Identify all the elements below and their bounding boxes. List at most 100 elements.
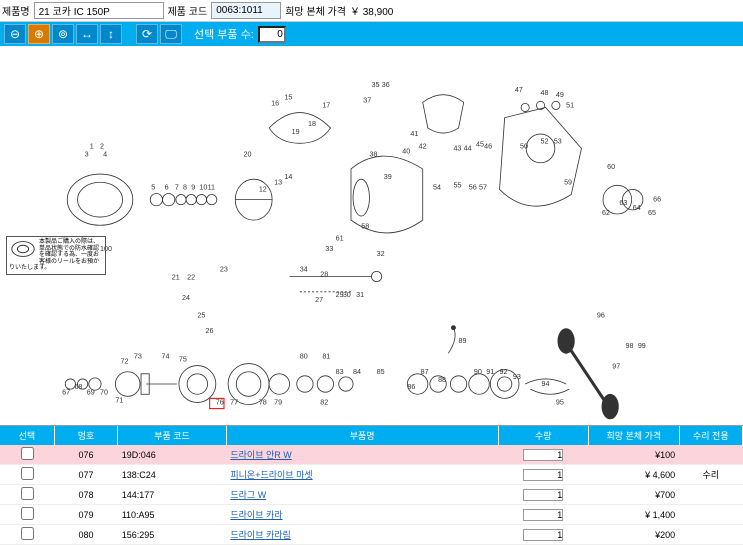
callout-80[interactable]: 80 xyxy=(300,352,308,360)
table-row[interactable]: 07619D:046드라이브 안R W¥100 xyxy=(0,445,743,465)
callout-6[interactable]: 6 xyxy=(165,183,169,191)
callout-24[interactable]: 24 xyxy=(182,294,190,302)
table-row[interactable]: 078144:177드라그 W¥700 xyxy=(0,485,743,505)
callout-25[interactable]: 25 xyxy=(197,311,205,319)
callout-8[interactable]: 8 xyxy=(183,183,187,191)
callout-97[interactable]: 97 xyxy=(612,363,620,371)
callout-76[interactable]: 76 xyxy=(216,399,224,407)
callout-37[interactable]: 37 xyxy=(363,96,371,104)
row-checkbox[interactable] xyxy=(21,507,34,520)
callout-54[interactable]: 54 xyxy=(433,183,441,191)
callout-22[interactable]: 22 xyxy=(187,274,195,282)
callout-49[interactable]: 49 xyxy=(556,91,564,99)
callout-48[interactable]: 48 xyxy=(541,89,549,97)
callout-62[interactable]: 62 xyxy=(602,209,610,217)
callout-63[interactable]: 63 xyxy=(619,199,627,207)
callout-72[interactable]: 72 xyxy=(121,358,129,366)
callout-14[interactable]: 14 xyxy=(284,173,292,181)
callout-73[interactable]: 73 xyxy=(134,352,142,360)
callout-56[interactable]: 56 xyxy=(469,183,477,191)
row-qty-input[interactable] xyxy=(523,529,563,541)
callout-84[interactable]: 84 xyxy=(353,368,361,376)
callout-34[interactable]: 34 xyxy=(300,265,308,273)
selected-count-input[interactable] xyxy=(258,26,286,43)
callout-19[interactable]: 19 xyxy=(292,128,300,136)
callout-98[interactable]: 98 xyxy=(626,342,634,350)
callout-26[interactable]: 26 xyxy=(206,327,214,335)
callout-93[interactable]: 93 xyxy=(513,373,521,381)
callout-15[interactable]: 15 xyxy=(284,93,292,101)
callout-88[interactable]: 88 xyxy=(438,376,446,384)
callout-77[interactable]: 77 xyxy=(230,399,238,407)
callout-17[interactable]: 17 xyxy=(322,101,330,109)
callout-82[interactable]: 82 xyxy=(320,399,328,407)
callout-16[interactable]: 16 xyxy=(271,99,279,107)
zoom-reset-icon[interactable]: ⊚ xyxy=(52,24,74,44)
callout-28[interactable]: 28 xyxy=(320,270,328,278)
callout-51[interactable]: 51 xyxy=(566,101,574,109)
product-code-input[interactable] xyxy=(211,2,281,19)
row-name-link[interactable]: 드라그 W xyxy=(230,490,266,500)
callout-71[interactable]: 71 xyxy=(115,396,123,404)
callout-32[interactable]: 32 xyxy=(377,250,385,258)
callout-23[interactable]: 23 xyxy=(220,265,228,273)
callout-53[interactable]: 53 xyxy=(554,137,562,145)
callout-18[interactable]: 18 xyxy=(308,120,316,128)
callout-30[interactable]: 30 xyxy=(343,291,351,299)
table-row[interactable]: 077138:C24피니온+드라이브 마셋¥ 4,600수리 xyxy=(0,465,743,485)
callout-99[interactable]: 99 xyxy=(638,342,646,350)
callout-91[interactable]: 91 xyxy=(486,368,494,376)
exploded-diagram[interactable]: 1234567891011121314151617181920212223242… xyxy=(0,46,743,426)
callout-64[interactable]: 64 xyxy=(633,204,641,212)
callout-86[interactable]: 86 xyxy=(407,383,415,391)
callout-95[interactable]: 95 xyxy=(556,399,564,407)
callout-60[interactable]: 60 xyxy=(607,163,615,171)
callout-13[interactable]: 13 xyxy=(274,178,282,186)
callout-87[interactable]: 87 xyxy=(421,368,429,376)
callout-11[interactable]: 11 xyxy=(208,183,215,191)
callout-31[interactable]: 31 xyxy=(356,291,364,299)
callout-45[interactable]: 45 xyxy=(476,140,484,148)
callout-52[interactable]: 52 xyxy=(541,137,549,145)
callout-50[interactable]: 50 xyxy=(520,142,528,150)
row-name-link[interactable]: 드라이브 카라림 xyxy=(230,530,290,540)
callout-78[interactable]: 78 xyxy=(259,399,267,407)
callout-46[interactable]: 46 xyxy=(484,142,492,150)
callout-61[interactable]: 61 xyxy=(336,235,344,243)
fit-height-icon[interactable]: ↕ xyxy=(100,24,122,44)
callout-68[interactable]: 68 xyxy=(74,383,82,391)
callout-79[interactable]: 79 xyxy=(274,399,282,407)
callout-65[interactable]: 65 xyxy=(648,209,656,217)
callout-39[interactable]: 39 xyxy=(384,173,392,181)
callout-12[interactable]: 12 xyxy=(259,185,267,193)
callout-1[interactable]: 1 xyxy=(90,142,94,150)
table-row[interactable]: 080156:295드라이브 카라림¥200 xyxy=(0,525,743,545)
row-checkbox[interactable] xyxy=(21,447,34,460)
callout-20[interactable]: 20 xyxy=(243,151,251,159)
row-checkbox[interactable] xyxy=(21,487,34,500)
row-qty-input[interactable] xyxy=(523,489,563,501)
callout-67[interactable]: 67 xyxy=(62,388,70,396)
fit-width-icon[interactable]: ↔ xyxy=(76,24,98,44)
callout-43[interactable]: 43 xyxy=(453,144,461,152)
callout-10[interactable]: 10 xyxy=(199,183,207,191)
callout-69[interactable]: 69 xyxy=(87,388,95,396)
callout-96[interactable]: 96 xyxy=(597,311,605,319)
callout-41[interactable]: 41 xyxy=(410,130,418,138)
callout-94[interactable]: 94 xyxy=(542,380,550,388)
callout-90[interactable]: 90 xyxy=(474,368,482,376)
row-name-link[interactable]: 드라이브 카라 xyxy=(230,510,282,520)
callout-36[interactable]: 36 xyxy=(382,81,390,89)
row-name-link[interactable]: 피니온+드라이브 마셋 xyxy=(230,470,312,480)
callout-27[interactable]: 27 xyxy=(315,296,323,304)
screen-icon[interactable]: 🖵 xyxy=(160,24,182,44)
callout-38[interactable]: 38 xyxy=(369,151,377,159)
callout-35[interactable]: 35 xyxy=(372,81,380,89)
row-qty-input[interactable] xyxy=(523,509,563,521)
callout-59[interactable]: 59 xyxy=(564,178,572,186)
callout-85[interactable]: 85 xyxy=(377,368,385,376)
row-qty-input[interactable] xyxy=(523,469,563,481)
callout-33[interactable]: 33 xyxy=(325,245,333,253)
callout-5[interactable]: 5 xyxy=(151,183,155,191)
callout-44[interactable]: 44 xyxy=(464,144,472,152)
